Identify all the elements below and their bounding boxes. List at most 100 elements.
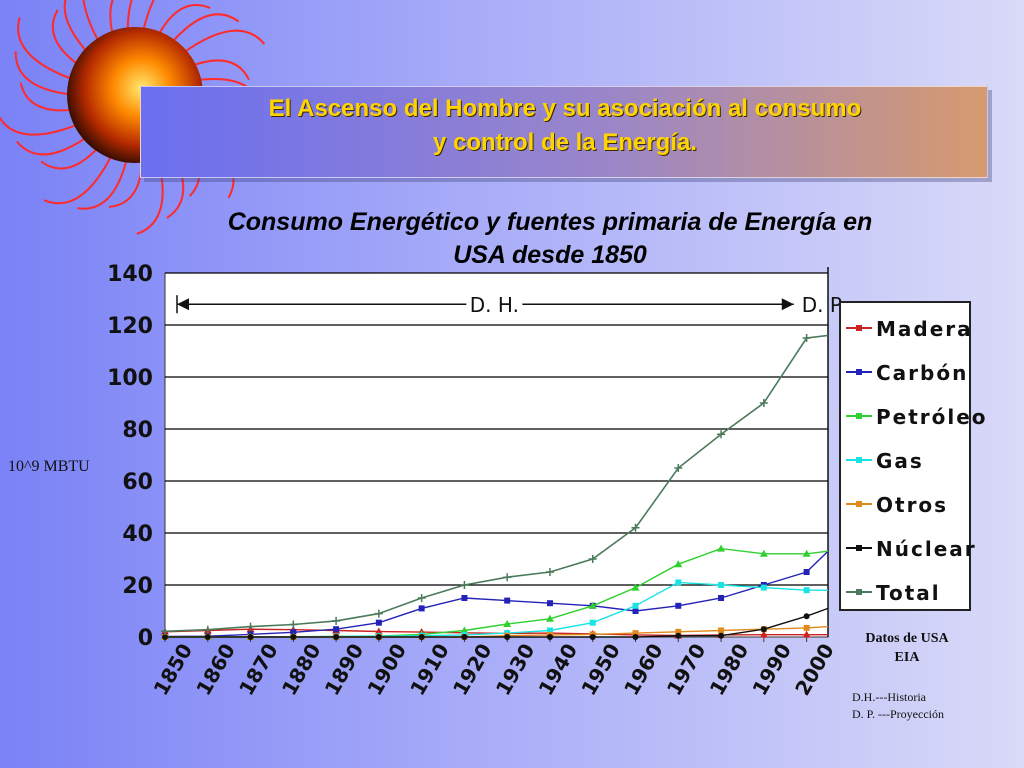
legend-label: Madera (876, 317, 973, 341)
y-tick-label: 100 (107, 366, 153, 391)
data-point-Núclear (504, 634, 511, 640)
x-tick-label: 1950 (576, 639, 625, 699)
sun-ray (126, 0, 133, 36)
data-point-Carbón (546, 600, 553, 607)
data-point-Total (759, 399, 768, 407)
data-point-Núclear (162, 634, 168, 640)
x-tick-label: 2000 (790, 639, 839, 699)
dh-arrow-head-left (177, 298, 189, 311)
data-point-Gas (632, 602, 639, 609)
x-tick-label: 1890 (320, 639, 369, 699)
dh-arrow-head-right (781, 298, 794, 311)
data-point-Otros (632, 630, 639, 637)
legend-marker-Núclear (856, 545, 862, 551)
x-tick-label: 1980 (705, 639, 754, 699)
y-axis-label: 10^9 MBTU (8, 458, 90, 475)
x-tick-label: 1960 (619, 639, 668, 699)
sun-ray (141, 0, 155, 36)
data-point-Núclear (290, 634, 297, 640)
data-point-Total (588, 555, 597, 563)
data-point-Núclear (760, 626, 767, 633)
x-tick-label: 1970 (662, 639, 711, 699)
data-point-Otros (803, 624, 810, 631)
data-point-Núclear (632, 634, 639, 640)
title-banner (140, 86, 988, 178)
sun-ray (43, 150, 115, 205)
data-point-Gas (675, 579, 682, 586)
legend-label: Núclear (876, 537, 977, 561)
sun-ray (109, 0, 115, 40)
data-point-Carbón (504, 597, 511, 604)
data-point-Total (332, 616, 341, 625)
data-point-Total (674, 464, 683, 472)
data-point-Núclear (546, 634, 553, 640)
sun-ray (187, 59, 250, 81)
y-tick-label: 0 (138, 626, 153, 651)
sun-ray (168, 13, 240, 47)
data-point-Núclear (418, 634, 425, 640)
legend-marker-Otros (856, 501, 862, 507)
legend-label: Gas (876, 449, 924, 473)
chart-subtitle-line2: USA desde 1850 (453, 241, 647, 269)
data-point-Petróleo (503, 620, 512, 627)
data-point-Carbón (290, 629, 297, 636)
x-tick-label: 1860 (191, 639, 240, 699)
x-tick-label: 1870 (234, 639, 283, 699)
y-tick-label: 140 (107, 262, 153, 287)
sun-ray (17, 17, 78, 82)
x-tick-label: 1880 (277, 639, 326, 699)
data-point-Núclear (247, 634, 254, 640)
data-point-Total (374, 609, 383, 618)
data-point-Total (417, 594, 426, 602)
data-point-Núclear (718, 632, 725, 639)
legend-label: Carbón (876, 361, 968, 385)
y-tick-label: 20 (122, 574, 153, 599)
sun-ray (40, 143, 102, 170)
sun-ray (63, 0, 91, 56)
dh-label-bg (466, 292, 523, 315)
data-point-Gas (760, 584, 767, 591)
data-point-Total (289, 620, 298, 629)
y-tick-label: 120 (107, 314, 153, 339)
legend-marker-Total (856, 589, 862, 595)
data-point-Petróleo (588, 601, 597, 609)
data-point-Madera (802, 630, 811, 638)
data-point-Petróleo (759, 549, 768, 557)
data-point-Total (717, 430, 726, 439)
data-point-Carbón (333, 626, 340, 633)
chart-subtitle: Consumo Energético y fuentes primaria de… (110, 206, 990, 272)
sun-ray (19, 82, 77, 112)
source-label: Datos de USA (865, 631, 949, 646)
chart-area: 0 20 40 60 80 100 120 140 1850 1860 1870 1880 1890 19… (105, 255, 985, 735)
legend-marker-Carbón (856, 369, 862, 375)
legend-label: Petróleo (876, 405, 985, 429)
data-point-Petróleo (717, 544, 726, 552)
data-point-Carbón (418, 605, 425, 612)
data-point-Gas (718, 582, 725, 588)
slide-title: El Ascenso del Hombre y su asociación al… (150, 92, 980, 160)
data-point-Total (631, 523, 640, 532)
legend-marker-Madera (856, 325, 862, 331)
x-tick-label: 1990 (747, 639, 796, 699)
data-point-Petróleo (631, 583, 640, 591)
data-point-Núclear (589, 634, 596, 640)
dh-label: D. H. (470, 293, 519, 317)
sun-ray (51, 9, 83, 68)
data-point-Núclear (675, 632, 682, 639)
data-point-Gas (589, 619, 596, 626)
x-tick-label: 1850 (149, 639, 198, 699)
data-point-Total (503, 573, 512, 582)
dp-label: D. P. (802, 293, 845, 317)
sun-ray (16, 133, 91, 156)
data-point-Núclear (803, 613, 810, 620)
slide-title-line2: y control de la Energía. (432, 129, 698, 156)
data-point-Núclear (461, 634, 468, 640)
data-point-Total (460, 581, 469, 589)
data-point-Total (246, 622, 255, 631)
note-projection: D. P. ---Proyección (852, 707, 944, 721)
data-point-Otros (675, 628, 682, 635)
slide-title-line1: El Ascenso del Hombre y su asociación al… (268, 95, 862, 122)
sun-ray (82, 0, 102, 47)
sun-ray (179, 29, 266, 57)
sun-ray (155, 3, 211, 40)
